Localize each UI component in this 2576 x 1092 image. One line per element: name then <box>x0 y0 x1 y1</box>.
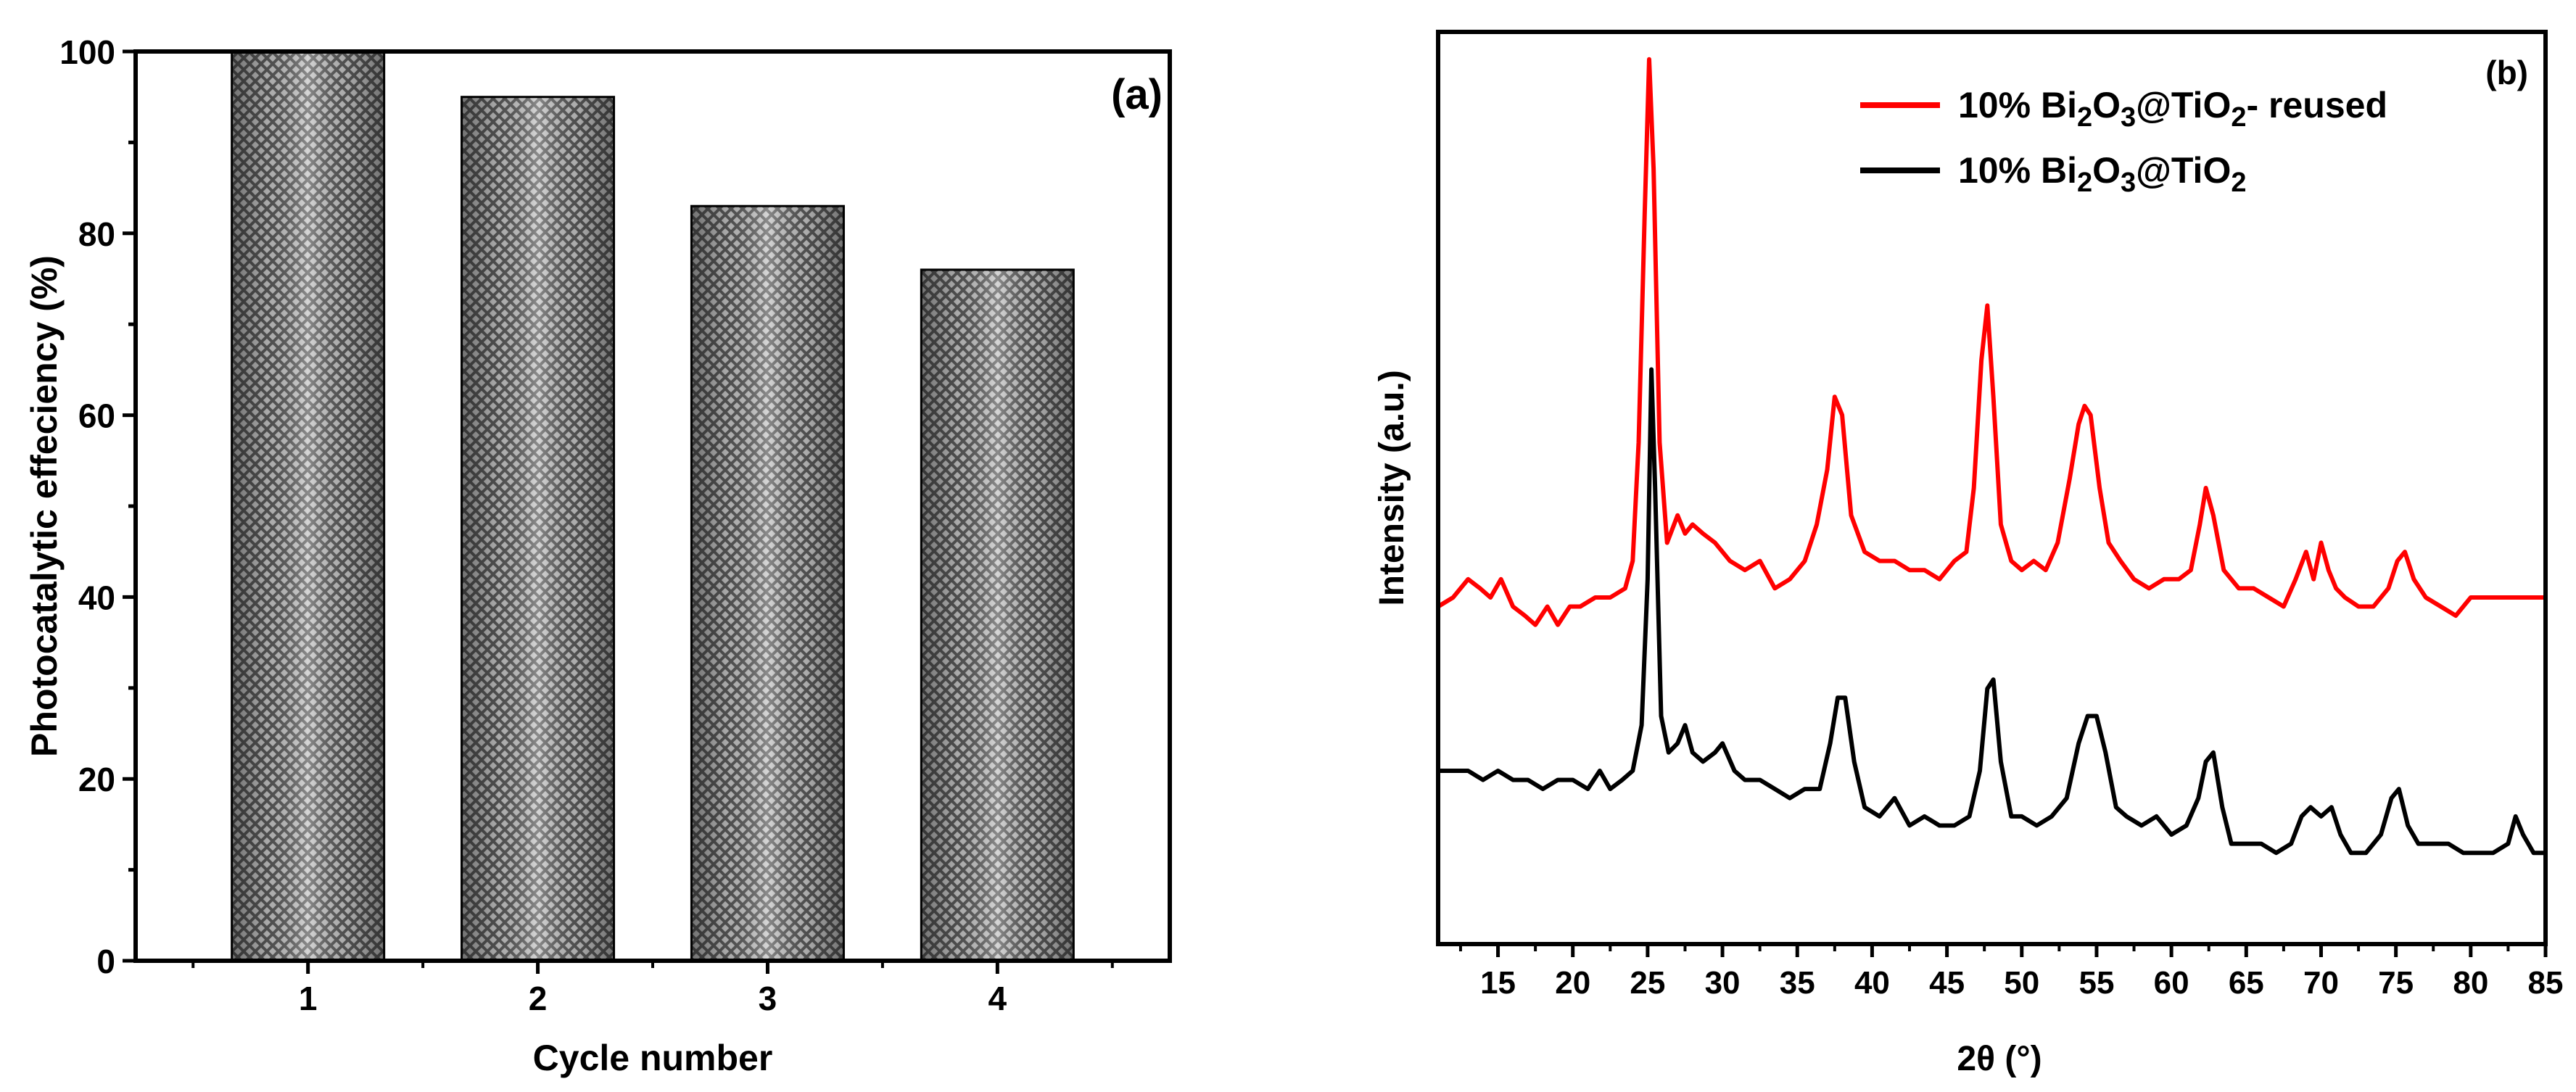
y-tick-label-a: 40 <box>78 579 115 616</box>
bar-outline-cycle-1 <box>231 50 386 962</box>
x-tick-label-b: 25 <box>1630 965 1665 1001</box>
x-tick-label-b: 85 <box>2528 965 2564 1001</box>
x-axis-label-a: Cycle number <box>533 1038 773 1078</box>
y-tick-label-a: 0 <box>96 943 115 980</box>
panel-b-label: (b) <box>2485 54 2528 91</box>
y-tick-label-a: 20 <box>78 761 115 798</box>
x-tick-label-b: 30 <box>1705 965 1741 1001</box>
ticks-b: 15 20 25 30 35 40 45 50 55 60 65 70 75 80 85 <box>1458 944 2564 1001</box>
y-axis-label-a: Photocatalytic effeciency (%) <box>24 255 65 757</box>
x-tick-label-b: 15 <box>1480 965 1516 1001</box>
y-tick-label-a: 100 <box>59 33 115 71</box>
x-tick-label-b: 55 <box>2078 965 2114 1001</box>
x-tick-label-b: 60 <box>2154 965 2189 1001</box>
y-tick-label-a: 60 <box>78 397 115 435</box>
x-tick-label-b: 40 <box>1854 965 1890 1001</box>
xrd-line-reused <box>1437 57 2546 627</box>
legend-label-reused: 10% Bi2O3@TiO2- reused <box>1958 85 2387 133</box>
x-tick-label-b: 80 <box>2453 965 2488 1001</box>
x-tick-label-a: 3 <box>759 980 777 1017</box>
x-tick-label-b: 70 <box>2303 965 2339 1001</box>
legend: 10% Bi2O3@TiO2- reused 10% Bi2O3@TiO2 <box>1860 85 2387 198</box>
y-axis-label-b: Intensity (a.u.) <box>1373 370 1411 605</box>
xrd-line-fresh <box>1438 367 2546 856</box>
x-tick-label-b: 75 <box>2378 965 2414 1001</box>
x-tick-label-a: 4 <box>988 980 1007 1017</box>
bar-outline-cycle-3 <box>690 204 845 962</box>
xrd-lines <box>1437 57 2546 856</box>
panel-b-xrd-chart: 15 20 25 30 35 40 45 50 55 60 65 70 75 80 85 (b) Inten… <box>1373 30 2564 1078</box>
panel-a-frame <box>133 49 1172 963</box>
panel-b-frame <box>1436 30 2548 946</box>
x-tick-label-b: 65 <box>2229 965 2264 1001</box>
x-tick-label-a: 2 <box>529 980 548 1017</box>
x-tick-label-b: 35 <box>1780 965 1815 1001</box>
bar-outline-cycle-4 <box>920 268 1075 962</box>
bar-outline-cycle-2 <box>461 96 616 962</box>
bars-a <box>231 50 1075 962</box>
panel-a-label: (a) <box>1111 71 1163 118</box>
x-tick-label-b: 20 <box>1555 965 1590 1001</box>
x-axis-label-b: 2θ (°) <box>1957 1040 2042 1078</box>
x-tick-label-a: 1 <box>299 980 318 1017</box>
x-tick-label-b: 50 <box>2004 965 2039 1001</box>
y-tick-label-a: 80 <box>78 215 115 253</box>
legend-label-fresh: 10% Bi2O3@TiO2 <box>1958 150 2246 198</box>
x-tick-label-b: 45 <box>1929 965 1965 1001</box>
